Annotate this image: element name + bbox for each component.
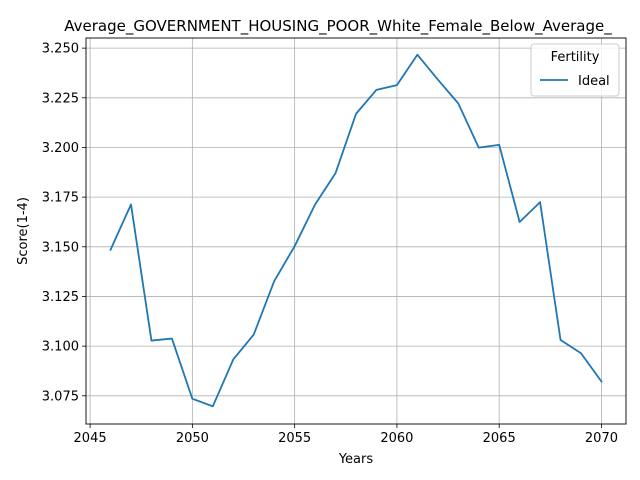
x-tick-label: 2050 — [176, 431, 209, 446]
y-tick-label: 3.150 — [42, 240, 79, 255]
y-tick-label: 3.225 — [42, 91, 79, 106]
legend-title: Fertility — [551, 50, 600, 65]
x-tick-label: 2055 — [278, 431, 311, 446]
legend-entry-ideal: Ideal — [578, 74, 610, 89]
plot-frame — [85, 37, 627, 425]
legend-box — [530, 43, 620, 97]
x-axis-label: Years — [338, 452, 374, 467]
chart-title: Average_GOVERNMENT_HOUSING_POOR_White_Fe… — [64, 17, 612, 36]
y-tick-label: 3.075 — [42, 389, 79, 404]
y-tick-label: 3.250 — [42, 42, 79, 57]
x-tick-label: 2060 — [380, 431, 413, 446]
x-tick-label: 2045 — [74, 431, 107, 446]
y-tick-label: 3.200 — [42, 141, 79, 156]
x-tick-label: 2065 — [483, 431, 516, 446]
tick-layer: 2045 2050 2055 2060 2065 2070 3.075 3.100 3.125 3… — [42, 42, 618, 446]
x-tick-label: 2070 — [585, 431, 618, 446]
y-tick-label: 3.175 — [42, 191, 79, 206]
grid-layer — [86, 38, 626, 424]
y-tick-label: 3.125 — [42, 290, 79, 305]
y-axis-label: Score(1-4) — [16, 197, 31, 265]
y-tick-label: 3.100 — [42, 340, 79, 355]
series-line-ideal — [109, 53, 603, 408]
legend: Fertility Ideal — [530, 43, 620, 97]
series-layer — [109, 53, 603, 408]
plot-area — [86, 38, 626, 424]
